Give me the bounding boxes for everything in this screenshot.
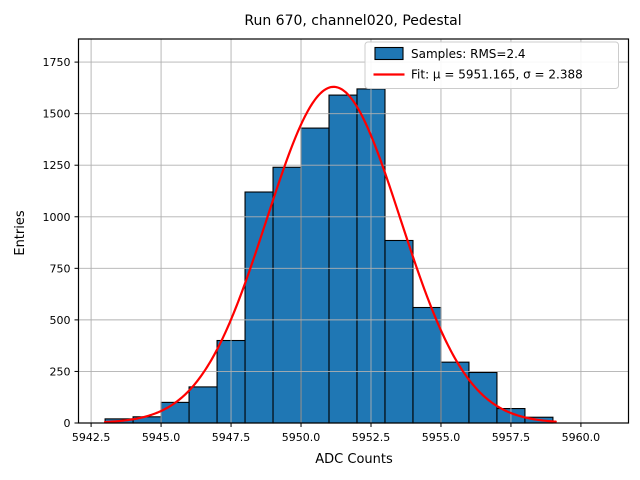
legend: Samples: RMS=2.4 Fit: μ = 5951.165, σ = … (364, 41, 619, 89)
y-tick-label: 750 (50, 262, 71, 275)
histogram-bar (300, 127, 330, 424)
x-axis-label: ADC Counts (315, 452, 393, 467)
x-tick-label: 5947.5 (212, 431, 251, 444)
x-tick-label: 5942.5 (72, 431, 111, 444)
x-tick-label: 5952.5 (352, 431, 391, 444)
histogram-bar (244, 191, 274, 424)
histogram-bar (328, 94, 358, 424)
x-tick-label: 5960.0 (562, 431, 601, 444)
x-tick-label: 5945.0 (142, 431, 181, 444)
gaussian-fit-curve (103, 85, 557, 424)
plot-border (77, 38, 630, 424)
legend-fit-label: Fit: μ = 5951.165, σ = 2.388 (411, 68, 583, 82)
legend-box (364, 41, 619, 89)
histogram-bar (188, 386, 218, 424)
histogram-bar (384, 239, 414, 424)
y-tick-label: 1500 (43, 108, 71, 121)
histogram-bar (272, 166, 302, 424)
histogram-bar (412, 306, 442, 424)
y-axis-label: Entries (13, 210, 28, 256)
chart-title: Run 670, channel020, Pedestal (244, 13, 461, 29)
histogram-bar (160, 401, 190, 424)
y-axis-ticks: 0 250 500 750 1000 1250 1500 1750 (43, 56, 79, 430)
legend-samples-label: Samples: RMS=2.4 (411, 47, 526, 61)
x-tick-label: 5950.0 (282, 431, 321, 444)
y-tick-label: 1000 (43, 211, 71, 224)
histogram-bar (468, 371, 498, 424)
x-tick-label: 5955.0 (422, 431, 461, 444)
y-tick-label: 250 (50, 365, 71, 378)
x-tick-label: 5957.5 (492, 431, 531, 444)
y-tick-label: 0 (64, 417, 71, 430)
y-tick-label: 1250 (43, 159, 71, 172)
legend-samples-swatch-icon (374, 46, 404, 61)
y-tick-label: 500 (50, 314, 71, 327)
y-tick-label: 1750 (43, 56, 71, 69)
x-axis-ticks: 5942.5 5945.0 5947.5 5950.0 5952.5 5955.0 5957… (72, 423, 600, 444)
